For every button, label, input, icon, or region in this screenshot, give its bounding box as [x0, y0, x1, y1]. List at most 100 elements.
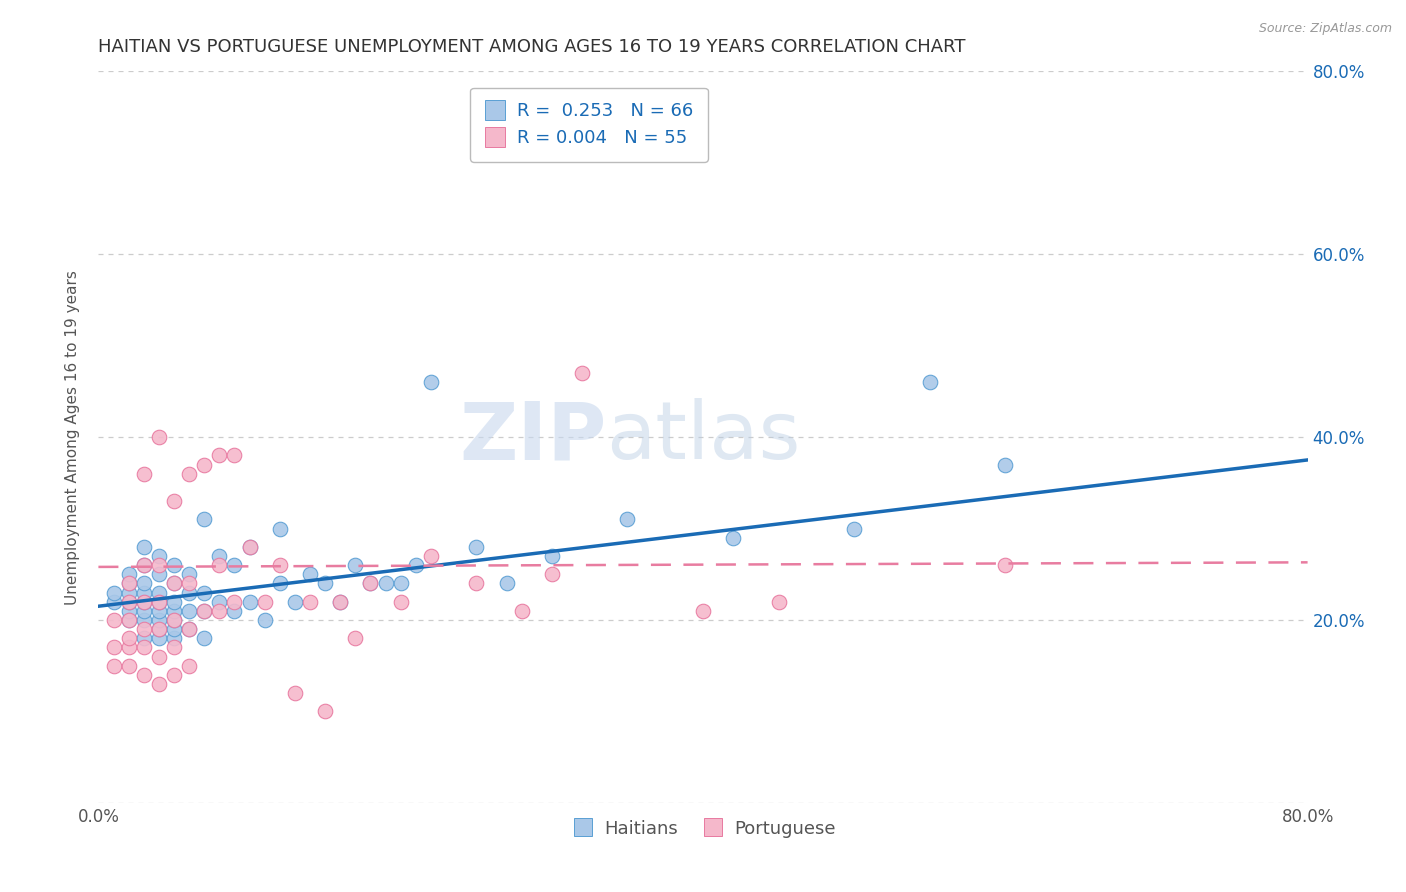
Point: [163, 613, 186, 627]
Point: [465, 576, 488, 591]
Point: [224, 558, 246, 573]
Point: [208, 604, 231, 618]
Point: [253, 613, 276, 627]
Point: [344, 558, 367, 573]
Point: [132, 640, 155, 655]
Point: [132, 467, 155, 481]
Point: [314, 576, 336, 591]
Point: [163, 622, 186, 636]
Point: [118, 594, 141, 608]
Point: [132, 604, 155, 618]
Point: [540, 549, 562, 563]
Point: [163, 576, 186, 591]
Point: [420, 375, 443, 389]
Point: [405, 558, 427, 573]
Point: [163, 594, 186, 608]
Point: [374, 576, 396, 591]
Point: [132, 585, 155, 599]
Point: [269, 558, 291, 573]
Point: [179, 585, 201, 599]
Point: [118, 576, 141, 591]
Point: [918, 375, 941, 389]
Point: [284, 686, 307, 700]
Point: [103, 658, 125, 673]
Point: [616, 512, 638, 526]
Point: [103, 613, 125, 627]
Point: [148, 604, 170, 618]
Point: [132, 594, 155, 608]
Point: [148, 622, 170, 636]
Point: [193, 458, 215, 472]
Point: [148, 585, 170, 599]
Point: [163, 632, 186, 646]
Point: [239, 540, 262, 554]
Point: [148, 622, 170, 636]
Point: [132, 667, 155, 681]
Point: [495, 576, 517, 591]
Point: [163, 576, 186, 591]
Point: [269, 521, 291, 535]
Point: [179, 622, 201, 636]
Point: [132, 558, 155, 573]
Point: [179, 658, 201, 673]
Point: [465, 540, 488, 554]
Point: [284, 594, 307, 608]
Point: [314, 705, 336, 719]
Point: [163, 640, 186, 655]
Text: ZIP: ZIP: [458, 398, 606, 476]
Point: [994, 558, 1017, 573]
Point: [118, 613, 141, 627]
Point: [360, 576, 382, 591]
Point: [148, 613, 170, 627]
Point: [132, 558, 155, 573]
Point: [329, 594, 352, 608]
Point: [148, 567, 170, 582]
Point: [148, 632, 170, 646]
Point: [269, 576, 291, 591]
Point: [723, 531, 745, 545]
Point: [118, 640, 141, 655]
Point: [994, 458, 1017, 472]
Point: [540, 567, 562, 582]
Point: [163, 613, 186, 627]
Point: [132, 540, 155, 554]
Text: Source: ZipAtlas.com: Source: ZipAtlas.com: [1258, 22, 1392, 36]
Point: [389, 594, 412, 608]
Point: [510, 604, 533, 618]
Point: [193, 632, 215, 646]
Point: [179, 467, 201, 481]
Point: [148, 594, 170, 608]
Point: [118, 658, 141, 673]
Point: [148, 649, 170, 664]
Point: [132, 576, 155, 591]
Point: [118, 613, 141, 627]
Point: [179, 622, 201, 636]
Point: [148, 677, 170, 691]
Point: [118, 567, 141, 582]
Point: [132, 594, 155, 608]
Point: [193, 604, 215, 618]
Point: [118, 576, 141, 591]
Point: [132, 613, 155, 627]
Point: [253, 594, 276, 608]
Point: [103, 640, 125, 655]
Point: [224, 604, 246, 618]
Point: [163, 558, 186, 573]
Text: atlas: atlas: [606, 398, 800, 476]
Point: [329, 594, 352, 608]
Point: [118, 585, 141, 599]
Point: [132, 632, 155, 646]
Point: [132, 622, 155, 636]
Point: [163, 494, 186, 508]
Point: [768, 594, 790, 608]
Point: [193, 512, 215, 526]
Point: [163, 667, 186, 681]
Point: [208, 558, 231, 573]
Point: [148, 594, 170, 608]
Point: [692, 604, 714, 618]
Point: [239, 540, 262, 554]
Y-axis label: Unemployment Among Ages 16 to 19 years: Unemployment Among Ages 16 to 19 years: [65, 269, 80, 605]
Point: [118, 594, 141, 608]
Point: [179, 576, 201, 591]
Point: [118, 604, 141, 618]
